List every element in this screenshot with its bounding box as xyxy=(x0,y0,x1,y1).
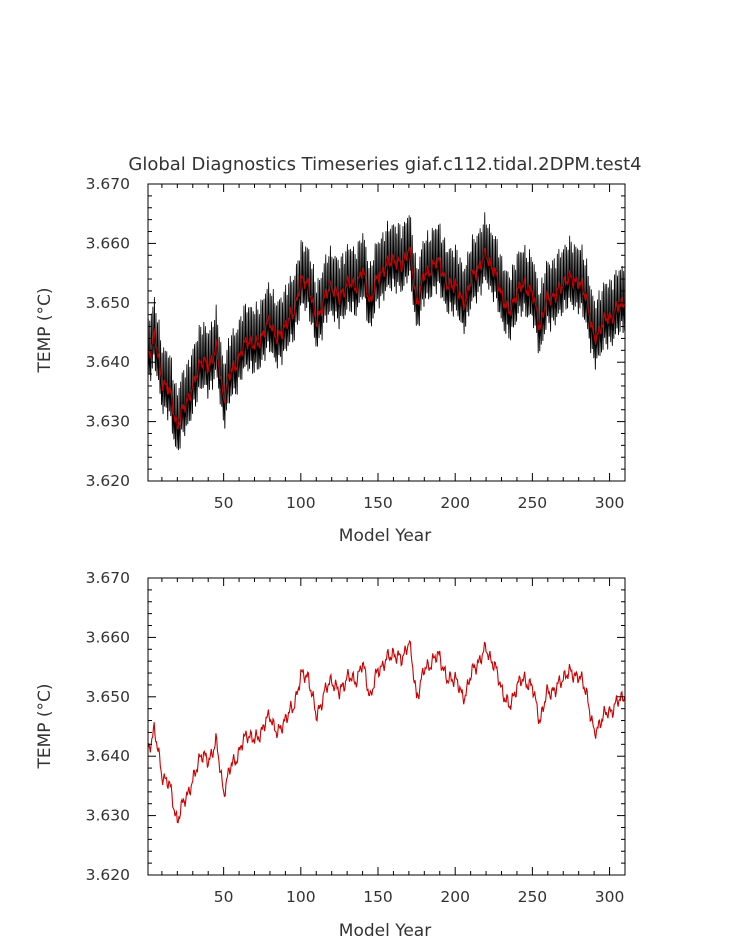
y-tick-label: 3.670 xyxy=(86,569,130,587)
x-tick-label: 250 xyxy=(518,888,548,906)
bottom-axis-layer: 50 100 150 200 250 300 3.620 3.630 3.640 3.650 3.6… xyxy=(86,569,626,906)
y-tick-label: 3.630 xyxy=(86,807,130,825)
y-tick-label: 3.620 xyxy=(86,472,130,490)
x-axis-title: Model Year xyxy=(339,921,431,941)
y-tick-label: 3.660 xyxy=(86,628,130,646)
y-axis-title: TEMP (°C) xyxy=(35,683,55,769)
annual-mean-series-line xyxy=(147,245,626,430)
y-tick-label: 3.650 xyxy=(86,294,130,312)
plot-frame xyxy=(147,183,626,482)
x-tick-label: 300 xyxy=(595,494,625,512)
plot-frame xyxy=(147,577,626,876)
y-tick-label: 3.620 xyxy=(86,866,130,884)
x-tick-label: 200 xyxy=(440,888,470,906)
y-tick-label: 3.670 xyxy=(86,175,130,193)
x-tick-label: 300 xyxy=(595,888,625,906)
top-series-layer xyxy=(147,212,626,451)
x-tick-label: 250 xyxy=(518,494,548,512)
bottom-chart: 50 100 150 200 250 300 3.620 3.630 3.640 3.650 3.6… xyxy=(35,569,626,941)
top-axis-layer: 50 100 150 200 250 300 3.620 3.630 3.640 3.650 3.6… xyxy=(86,175,626,512)
x-tick-label: 200 xyxy=(440,494,470,512)
top-chart: Global Diagnostics Timeseries giaf.c112.… xyxy=(35,154,642,546)
x-tick-label: 50 xyxy=(214,888,234,906)
y-tick-label: 3.640 xyxy=(86,747,130,765)
x-tick-label: 100 xyxy=(286,494,316,512)
y-axis-title: TEMP (°C) xyxy=(35,287,55,373)
x-tick-label: 150 xyxy=(363,494,393,512)
y-tick-label: 3.640 xyxy=(86,353,130,371)
x-axis-title: Model Year xyxy=(339,526,431,546)
x-tick-label: 150 xyxy=(363,888,393,906)
x-tick-label: 50 xyxy=(214,494,234,512)
y-tick-label: 3.630 xyxy=(86,413,130,431)
annual-mean-series-line xyxy=(147,639,626,824)
chart-title: Global Diagnostics Timeseries giaf.c112.… xyxy=(128,154,641,175)
y-tick-label: 3.660 xyxy=(86,234,130,252)
monthly-series-line xyxy=(147,212,626,451)
y-tick-label: 3.650 xyxy=(86,688,130,706)
x-tick-label: 100 xyxy=(286,888,316,906)
bottom-series-layer xyxy=(147,639,626,824)
